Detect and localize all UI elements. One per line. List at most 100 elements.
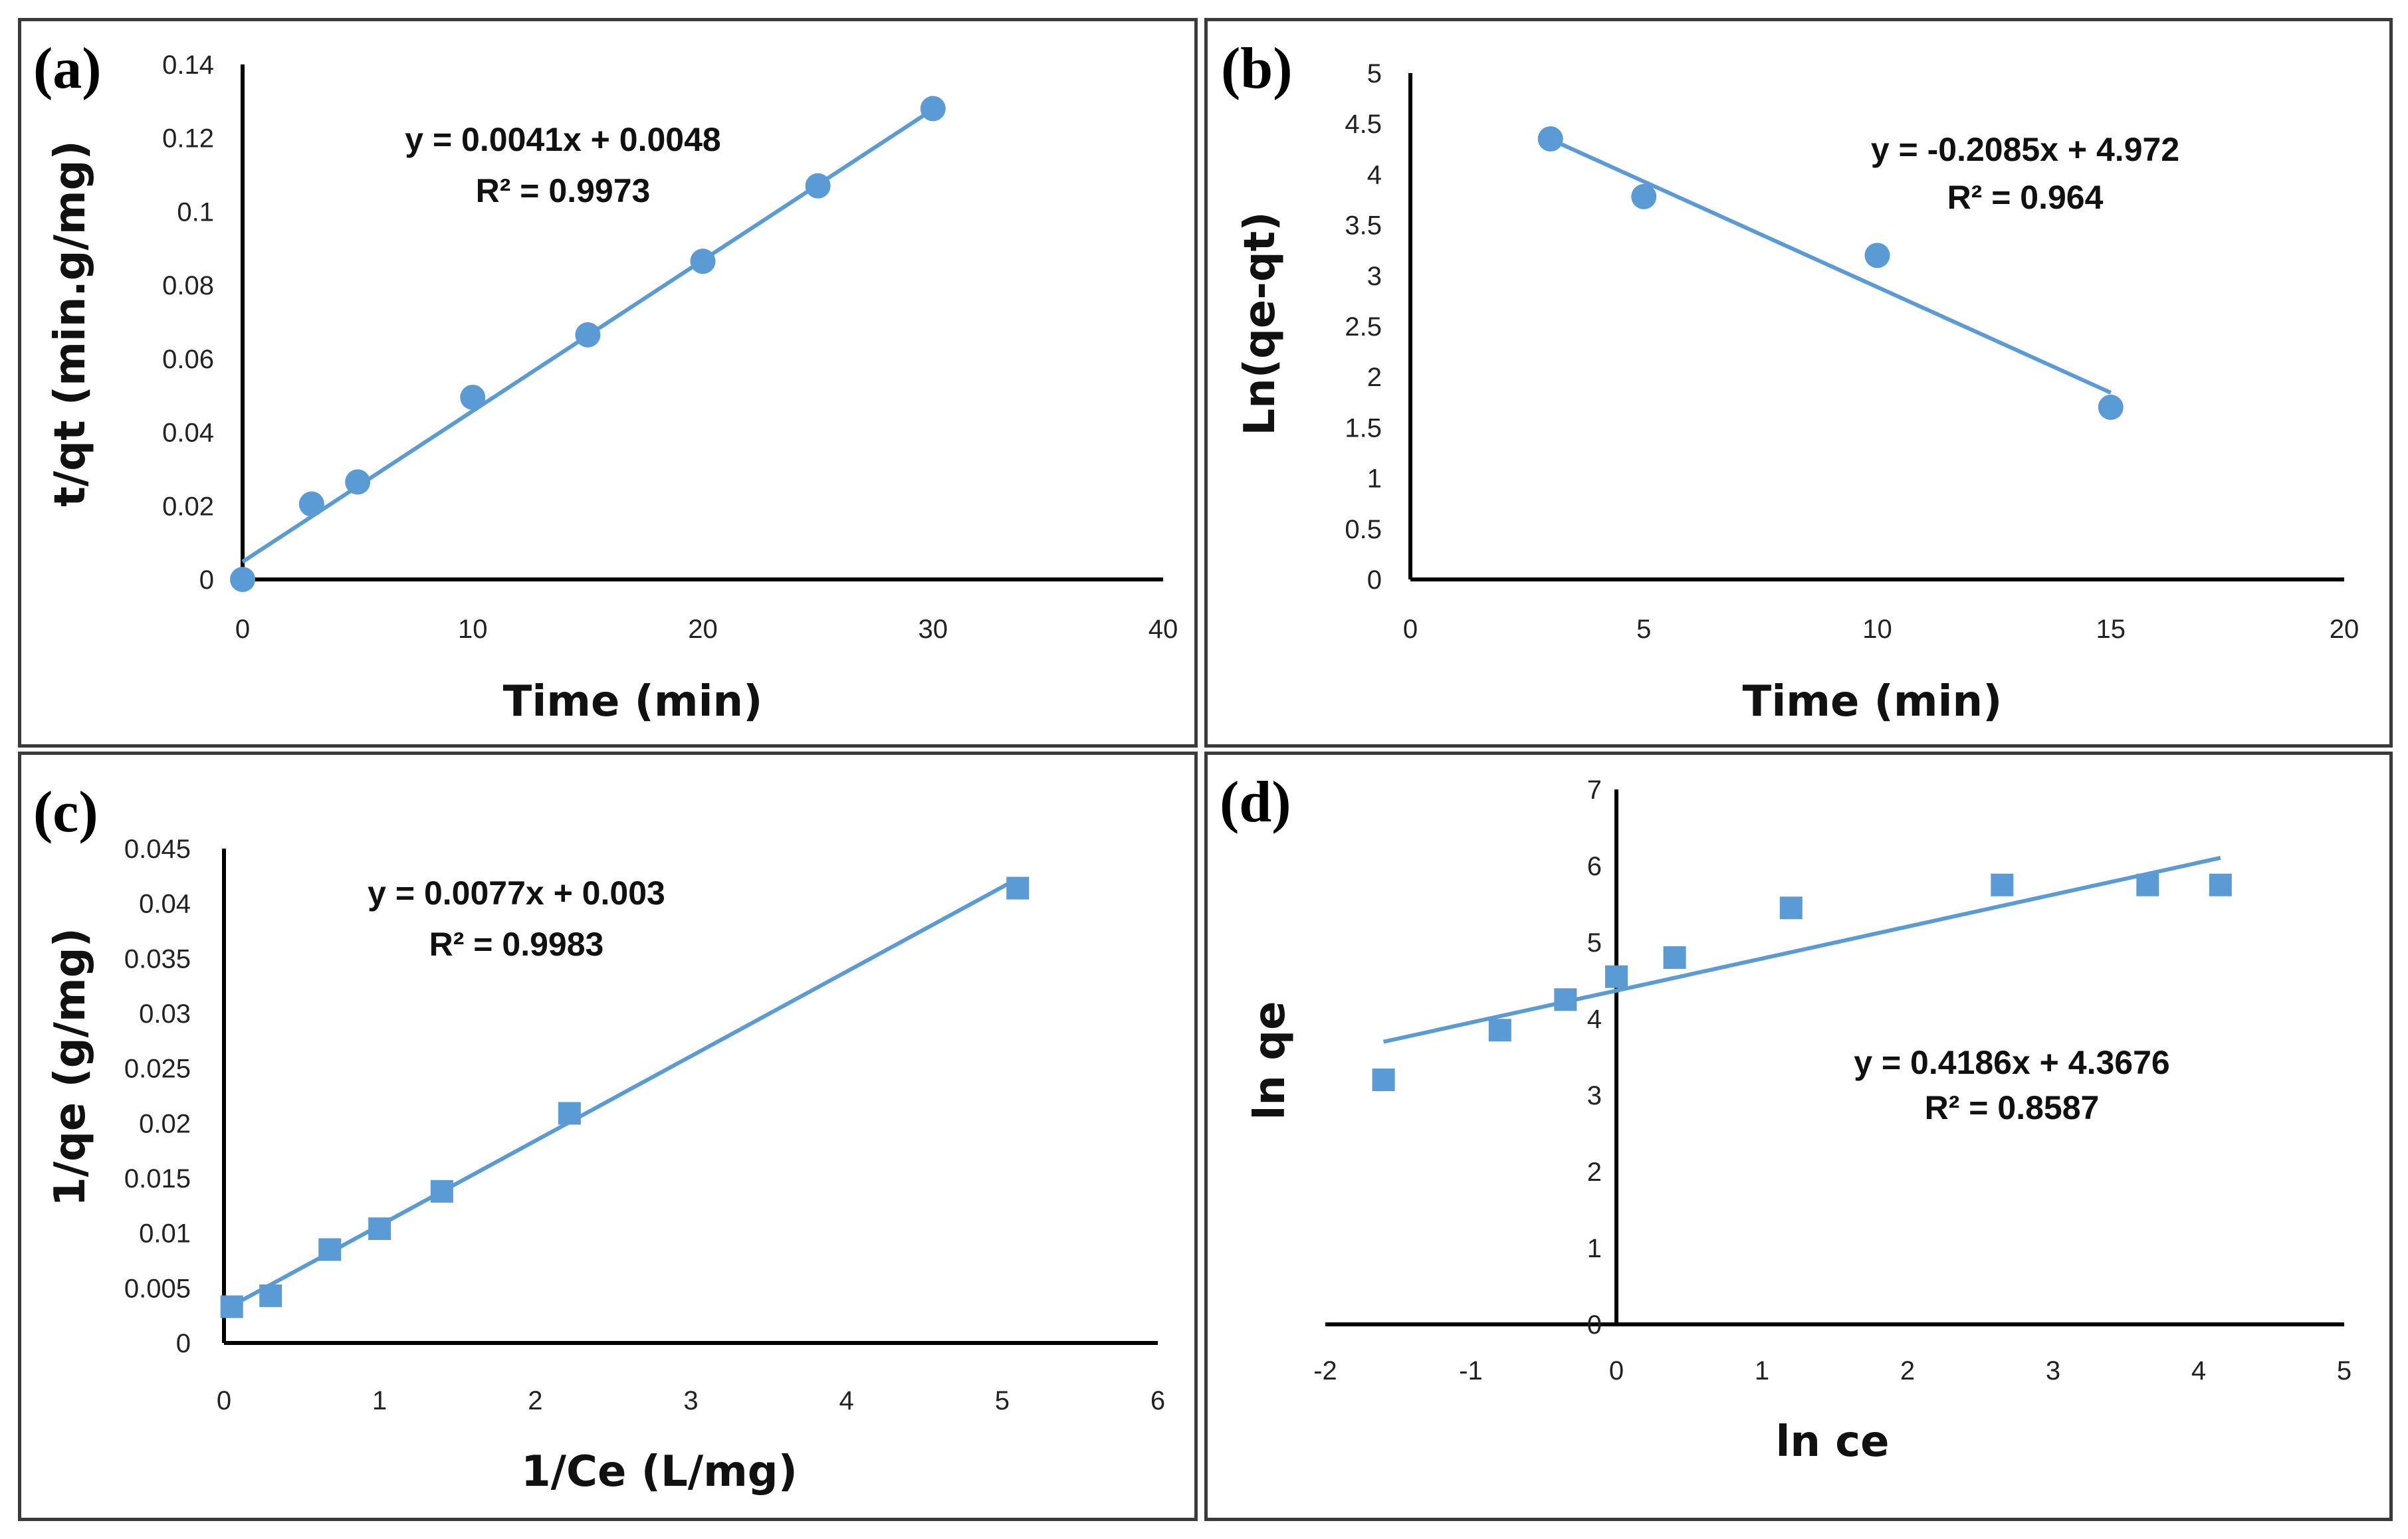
data-point [230,567,255,592]
data-point [1864,243,1890,268]
x-tick-label: 0 [217,1386,231,1415]
x-tick-label: 0 [1609,1356,1624,1385]
r-squared-label: R² = 0.8587 [1925,1089,2100,1126]
y-tick-label: 0.02 [139,1109,191,1138]
x-tick-label: 5 [2337,1356,2352,1385]
x-axis-title: ln ce [1775,1417,1889,1467]
data-point [259,1284,282,1307]
y-tick-label: 0.12 [162,124,214,154]
y-tick-label: 0.015 [124,1164,191,1193]
x-tick-label: 4 [839,1386,854,1415]
x-tick-label: 20 [688,615,718,644]
y-tick-label: 0.04 [139,890,191,919]
chart-a: 0 10 20 30 40 0 0.02 0.04 0.06 0.08 0.1 0.12 0.14 Tim… [33,37,1178,726]
y-tick-label: 0.08 [162,271,214,300]
y-tick-label: 0.5 [1345,515,1382,544]
y-tick-label: 3 [1587,1081,1602,1110]
y-tick-label: 1 [1367,464,1382,494]
data-point [1779,896,1803,920]
data-point [2209,873,2232,896]
y-tick-label: 4.5 [1345,110,1382,139]
y-tick-label: 3.5 [1345,211,1382,241]
x-tick-label: 0 [1403,615,1418,644]
y-axis-title: t/qt (min.g/mg) [46,140,95,506]
y-tick-label: 4 [1587,1005,1602,1034]
r-squared-label: R² = 0.9983 [429,926,604,963]
data-point [690,249,716,274]
data-point [1991,873,2014,896]
y-tick-label: 4 [1367,160,1382,189]
data-point [1537,126,1563,152]
r-squared-label: R² = 0.9973 [476,172,651,209]
x-tick-label: 3 [683,1386,698,1415]
x-tick-label: 10 [458,615,488,644]
y-tick-label: 0.035 [124,944,191,974]
chart-b: 0 5 10 15 20 0 0.5 1 1.5 2 2.5 3 3.5 4 4.5 5 Time (min) L… [1221,37,2359,726]
x-tick-label: 3 [2046,1356,2060,1385]
y-tick-label: 0.1 [177,197,214,227]
panel-d: -2 -1 0 1 2 3 4 5 0 1 2 3 4 5 6 7 ln ce ln qe (d) y = 0.418… [1204,752,2393,1521]
x-tick-label: 5 [995,1386,1010,1415]
x-tick-label: 40 [1149,615,1178,644]
x-axis-title: Time (min) [1743,677,2003,726]
x-axis-title: 1/Ce (L/mg) [521,1447,798,1496]
x-axis-title: Time (min) [503,677,763,726]
data-point [1488,1019,1511,1042]
panel-label: (b) [1221,37,1293,101]
y-tick-label: 0 [1367,565,1382,595]
y-tick-label: 0.06 [162,345,214,374]
x-tick-label: 1 [372,1386,387,1415]
x-tick-label: 6 [1150,1386,1165,1415]
y-axis-title: ln qe [1246,1001,1295,1120]
x-tick-label: 1 [1755,1356,1769,1385]
data-point [920,96,946,122]
x-tick-label: -2 [1313,1356,1337,1385]
y-tick-label: 0.045 [124,835,191,864]
y-tick-label: 0 [176,1329,191,1358]
y-tick-label: 3 [1367,262,1382,291]
data-point [2098,394,2124,420]
trendline-equation: y = 0.0041x + 0.0048 [405,121,720,158]
r-squared-label: R² = 0.964 [1947,179,2104,216]
data-point [558,1102,581,1125]
x-tick-label: 30 [919,615,948,644]
data-point [1663,946,1686,969]
x-tick-label: 0 [235,615,250,644]
panel-c: 0 1 2 3 4 5 6 0 0.005 0.01 0.015 0.02 0.025 0.03 0.035… [18,752,1198,1521]
data-point [1006,876,1030,900]
y-tick-label: 1 [1587,1234,1602,1263]
y-tick-label: 0.025 [124,1055,191,1084]
data-point [345,469,371,495]
y-tick-label: 0.03 [139,999,191,1029]
data-point [430,1180,453,1203]
data-point [318,1238,342,1261]
x-tick-label: 20 [2330,615,2359,644]
chart-d: -2 -1 0 1 2 3 4 5 0 1 2 3 4 5 6 7 ln ce ln qe (d) y = 0.418… [1220,770,2352,1467]
trendline [223,876,1019,1312]
y-tick-label: 2 [1587,1158,1602,1187]
data-point [575,322,601,348]
y-axis-title: Ln(qe-qt) [1236,211,1285,435]
y-tick-label: 5 [1367,59,1382,88]
data-point [368,1217,391,1241]
y-axis-title: 1/qe (g/mg) [46,928,95,1207]
data-point [1605,965,1628,988]
trendline-equation: y = -0.2085x + 4.972 [1871,131,2179,168]
data-point [460,384,486,410]
data-point [2136,873,2159,896]
x-tick-label: 10 [1862,615,1892,644]
x-tick-label: 2 [1900,1356,1915,1385]
y-tick-label: 1.5 [1345,413,1382,443]
panel-label: (a) [33,37,102,101]
y-tick-label: 0.02 [162,492,214,521]
data-point [220,1295,243,1318]
y-tick-label: 5 [1587,928,1602,958]
y-tick-label: 0 [199,565,214,595]
x-tick-label: 15 [2096,615,2126,644]
x-tick-label: 4 [2191,1356,2206,1385]
y-tick-label: 0.14 [162,51,214,80]
panel-label: (d) [1220,770,1291,835]
trendline-equation: y = 0.4186x + 4.3676 [1854,1044,2169,1081]
x-tick-label: 5 [1636,615,1651,644]
y-tick-label: 0.005 [124,1274,191,1303]
